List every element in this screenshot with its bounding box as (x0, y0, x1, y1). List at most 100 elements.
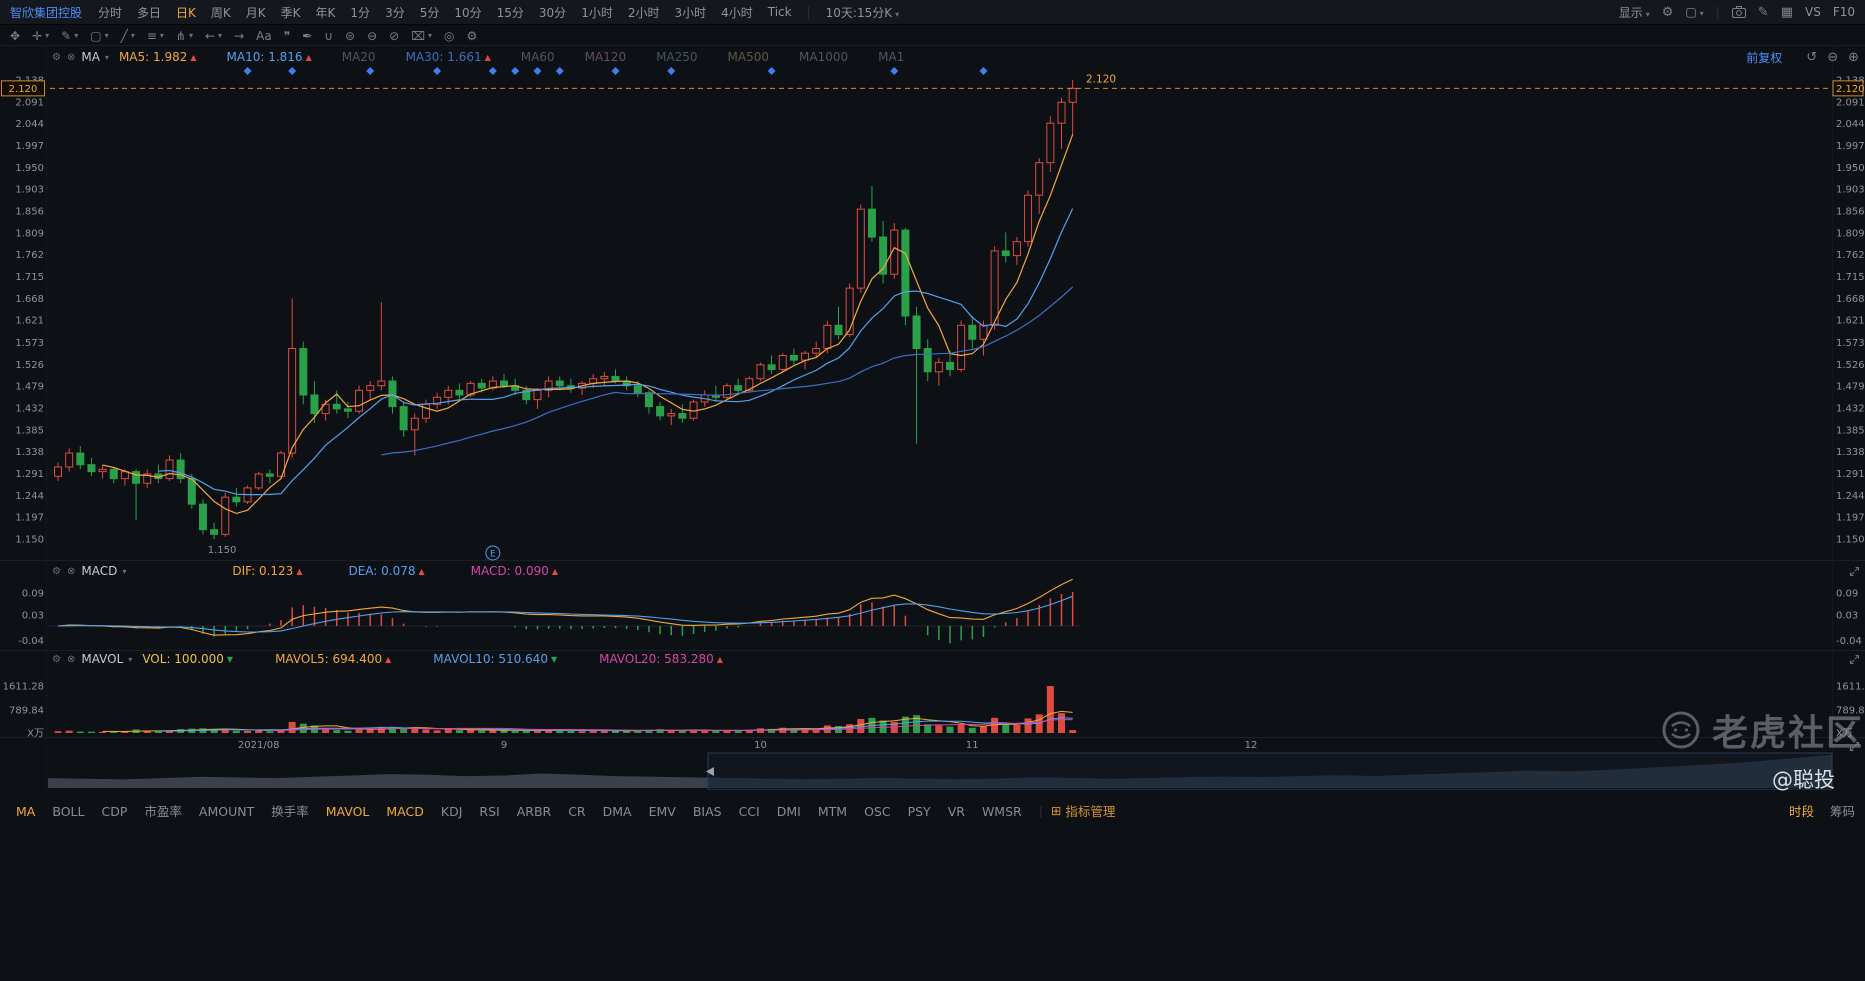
legend-item[interactable]: MA30: 1.661 ▲ (405, 50, 491, 64)
period-2小时[interactable]: 2小时 (627, 5, 660, 20)
period-多日[interactable]: 多日 (137, 5, 162, 20)
period-4小时[interactable]: 4小时 (721, 5, 753, 20)
hide-tool[interactable]: ⊖ (367, 28, 378, 43)
tool-settings[interactable]: ⚙ (466, 28, 478, 43)
period-日K[interactable]: 日K (176, 5, 196, 20)
period-30分[interactable]: 30分 (538, 5, 567, 20)
tab-RSI[interactable]: RSI (479, 803, 500, 819)
zoom-out-icon[interactable]: ⊖ (1827, 49, 1839, 65)
tab-OSC[interactable]: OSC (864, 803, 891, 819)
tab-DMI[interactable]: DMI (776, 803, 801, 819)
tab-CCI[interactable]: CCI (738, 803, 760, 819)
tab-MACD[interactable]: MACD (386, 803, 424, 819)
pane-close-icon[interactable]: ⊗ (66, 653, 76, 665)
magnifier-tool[interactable]: ◎ (444, 28, 455, 43)
legend-item[interactable]: MA10: 1.816 ▲ (226, 50, 312, 64)
composite-period-menu[interactable]: 10天:15分K ▾ (825, 5, 900, 20)
gear-icon[interactable]: ⚙ (1661, 4, 1674, 20)
comment-tool[interactable]: ❞ (283, 28, 291, 43)
indicator-name-mavol[interactable]: MAVOL (81, 652, 124, 666)
tab-WMSR[interactable]: WMSR (981, 803, 1022, 819)
period-月K[interactable]: 月K (245, 5, 266, 20)
event-diamonds[interactable] (243, 67, 988, 75)
tab-CDP[interactable]: CDP (101, 803, 128, 819)
compare-rings-tool[interactable]: ⊜ (345, 28, 356, 43)
tab-EMV[interactable]: EMV (648, 803, 676, 819)
price-axis-left[interactable]: 2.1382.0912.0441.9971.9501.9031.8561.809… (3, 76, 44, 740)
magnet-tool[interactable]: ∪ (324, 28, 334, 43)
pane-settings-icon[interactable]: ⚙ (52, 565, 61, 577)
legend-item[interactable]: VOL: 100.000 ▼ (142, 652, 234, 666)
pitchfork-tool[interactable]: ⋔ ▾ (175, 28, 193, 43)
tab-BOLL[interactable]: BOLL (52, 803, 85, 819)
pane-close-icon[interactable]: ⊗ (66, 51, 76, 63)
period-1小时[interactable]: 1小时 (581, 5, 613, 20)
legend-item[interactable]: DIF: 0.123 ▲ (232, 564, 303, 578)
period-3分[interactable]: 3分 (385, 5, 405, 20)
tab-BIAS[interactable]: BIAS (692, 803, 722, 819)
legend-item[interactable]: MACD: 0.090 ▲ (470, 564, 559, 578)
tab-时段[interactable]: 时段 (1788, 803, 1814, 819)
period-15分[interactable]: 15分 (496, 5, 524, 20)
tab-MA[interactable]: MA (16, 803, 36, 819)
legend-item[interactable]: MA1 (878, 50, 905, 64)
pane-settings-icon[interactable]: ⚙ (52, 51, 61, 63)
annotate-icon[interactable]: ✎ (1757, 4, 1769, 20)
tab-KDJ[interactable]: KDJ (440, 803, 463, 819)
legend-item[interactable]: MAVOL20: 583.280 ▲ (599, 652, 723, 666)
legend-item[interactable]: MA500 (727, 50, 770, 64)
reset-zoom-icon[interactable]: ↺ (1806, 49, 1818, 65)
arrow-left-tool[interactable]: ← ▾ (204, 28, 223, 43)
tab-CR[interactable]: CR (568, 803, 586, 819)
shape-tool[interactable]: ▢ ▾ (90, 28, 109, 43)
legend-item[interactable]: MA20 (341, 50, 376, 64)
layout-menu[interactable]: ▢ ▾ (1685, 5, 1704, 19)
tab-DMA[interactable]: DMA (602, 803, 632, 819)
legend-item[interactable]: MAVOL5: 694.400 ▲ (275, 652, 392, 666)
indicator-name-ma[interactable]: MA (81, 50, 100, 64)
period-年K[interactable]: 年K (315, 5, 336, 20)
pan-tool[interactable]: ✥ (10, 28, 21, 43)
period-10分[interactable]: 10分 (454, 5, 482, 20)
navigator-area[interactable] (48, 752, 1833, 790)
period-3小时[interactable]: 3小时 (674, 5, 707, 20)
period-tick[interactable]: Tick (767, 5, 792, 19)
period-季K[interactable]: 季K (280, 5, 301, 20)
chart-canvas[interactable]: 2.1382.0912.0441.9971.9501.9031.8561.809… (0, 46, 1865, 790)
legend-item[interactable]: MA120 (584, 50, 627, 64)
compare-button[interactable]: VS (1805, 5, 1821, 19)
tab-市盈率[interactable]: 市盈率 (144, 803, 182, 819)
period-1分[interactable]: 1分 (350, 5, 371, 20)
pane-close-icon[interactable]: ⊗ (66, 565, 76, 577)
pane-settings-icon[interactable]: ⚙ (52, 653, 61, 665)
brush-tool[interactable]: ✒ (302, 28, 313, 43)
crosshair-tool[interactable]: ✛ ▾ (32, 28, 50, 43)
tab-VR[interactable]: VR (947, 803, 965, 819)
delete-tool[interactable]: ⌧ ▾ (411, 28, 433, 43)
legend-item[interactable]: MA5: 1.982 ▲ (118, 50, 197, 64)
pencil-tool[interactable]: ✎ ▾ (61, 28, 79, 43)
tab-AMOUNT[interactable]: AMOUNT (198, 803, 255, 819)
expand-pane-icon[interactable] (1849, 737, 1860, 756)
stock-name[interactable]: 智欣集团控股 (10, 5, 83, 20)
f10-button[interactable]: F10 (1832, 5, 1855, 19)
tab-筹码[interactable]: 筹码 (1829, 803, 1855, 819)
adjust-mode-button[interactable]: 前复权 (1746, 50, 1783, 65)
arrow-right-tool[interactable]: → (234, 28, 245, 43)
period-5分[interactable]: 5分 (419, 5, 440, 20)
tab-ARBR[interactable]: ARBR (516, 803, 552, 819)
tab-PSY[interactable]: PSY (907, 803, 931, 819)
period-周K[interactable]: 周K (210, 5, 231, 20)
announcement-e-marker[interactable]: E (485, 545, 501, 561)
lock-tool[interactable]: ⊘ (389, 28, 400, 43)
text-tool[interactable]: Aa (256, 28, 272, 43)
tab-MTM[interactable]: MTM (817, 803, 848, 819)
legend-item[interactable]: MA1000 (799, 50, 849, 64)
legend-item[interactable]: DEA: 0.078 ▲ (348, 564, 425, 578)
indicator-name-macd[interactable]: MACD (81, 564, 118, 578)
display-menu[interactable]: 显示 ▾ (1618, 5, 1650, 20)
panel-grid-icon[interactable]: ▦ (1780, 4, 1793, 20)
channel-tool[interactable]: ≡ ▾ (146, 28, 164, 43)
current-price[interactable]: 2.120 2.120 2.120 (1, 73, 1865, 97)
legend-item[interactable]: MAVOL10: 510.640 ▼ (433, 652, 558, 666)
